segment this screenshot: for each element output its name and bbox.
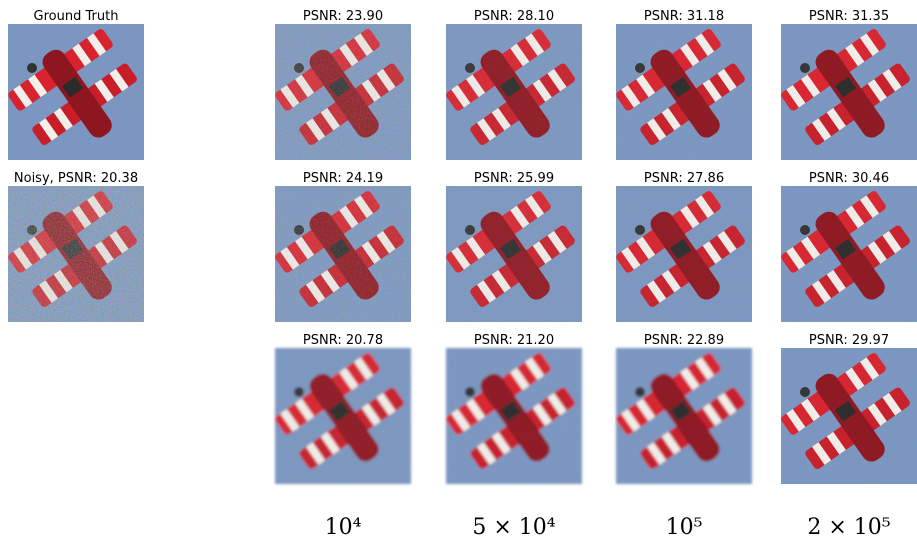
psnr-label: PSNR: 30.46 [809,171,889,186]
image [268,181,420,329]
image-noise [616,348,752,484]
page: {"ground_truth": {"title": "Ground Truth… [0,0,917,542]
image-noise [781,186,917,322]
column-label: 10⁵ [666,515,703,540]
psnr-label: PSNR: 25.99 [474,171,554,186]
image-noise [275,348,411,484]
image [439,19,591,167]
column-label: 10⁴ [325,515,362,540]
image [774,181,917,329]
column-label: 2 × 10⁵ [807,515,890,540]
image [268,19,420,167]
psnr-label: PSNR: 27.86 [644,171,724,186]
psnr-label: PSNR: 21.20 [474,333,554,348]
image-content [1,19,153,167]
image [609,181,761,329]
psnr-label: PSNR: 23.90 [303,9,383,24]
image-noise [446,24,582,160]
psnr-label: PSNR: 31.18 [644,9,724,24]
image [1,19,153,167]
image-title: Noisy, PSNR: 20.38 [14,171,138,186]
image [609,19,761,167]
image [268,343,420,491]
image [609,343,761,491]
image-noise [446,348,582,484]
image-noise [275,24,411,160]
figure: Ground Truth Noisy, PSNR: 20.38 PSNR: 23.9… [0,0,917,542]
image [774,343,917,491]
image-noise [616,24,752,160]
image [439,181,591,329]
image [439,343,591,491]
image-title: Ground Truth [34,9,119,24]
image [774,19,917,167]
psnr-label: PSNR: 28.10 [474,9,554,24]
psnr-label: PSNR: 22.89 [644,333,724,348]
psnr-label: PSNR: 24.19 [303,171,383,186]
image-noise [781,348,917,484]
image-noise [275,186,411,322]
image-noise [616,186,752,322]
image-noise [781,24,917,160]
psnr-label: PSNR: 29.97 [809,333,889,348]
image-noise [446,186,582,322]
column-label: 5 × 10⁴ [472,515,555,540]
psnr-label: PSNR: 31.35 [809,9,889,24]
image-noise [8,186,144,322]
psnr-label: PSNR: 20.78 [303,333,383,348]
image [1,181,153,329]
